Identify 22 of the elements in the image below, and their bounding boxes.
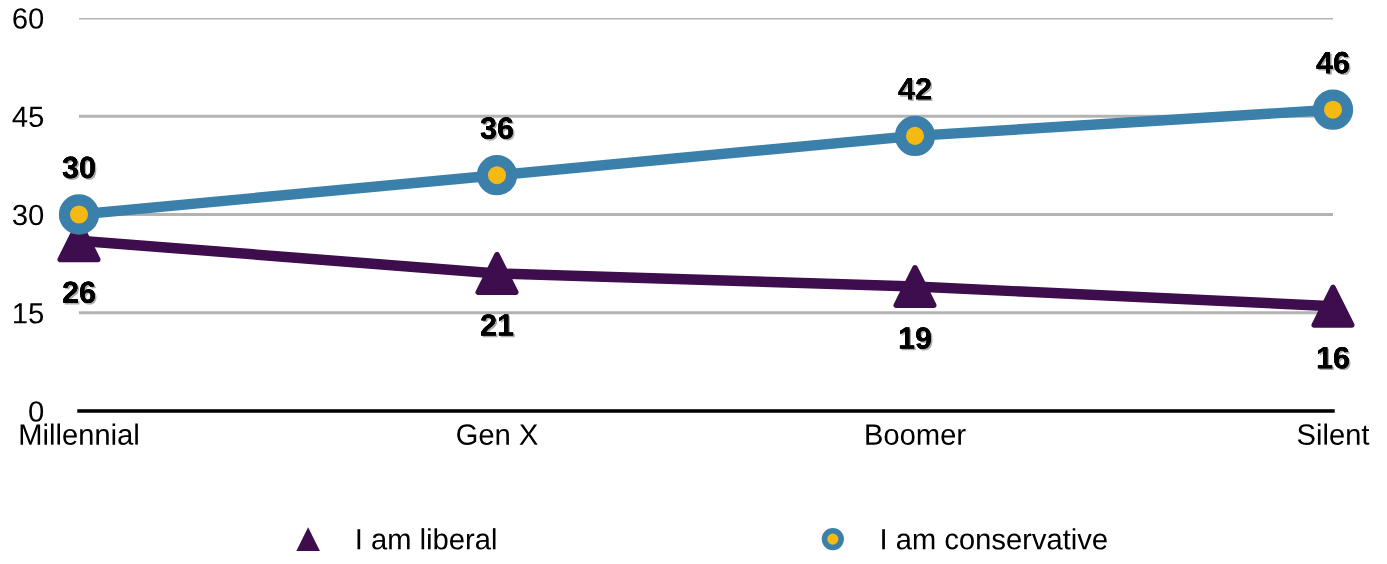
data-label: 30	[62, 156, 97, 180]
y-tick-label: 45	[12, 106, 44, 128]
point	[475, 251, 519, 295]
point	[893, 265, 937, 309]
legend-label: I am liberal	[357, 528, 496, 550]
data-label: 21	[481, 314, 515, 338]
data-label: 19	[899, 327, 933, 351]
x-tick-label: Gen X	[457, 424, 538, 445]
data-label: 36	[480, 117, 515, 141]
y-tick-label: 30	[12, 204, 44, 226]
data-label: 26	[63, 281, 97, 305]
point	[1311, 284, 1355, 328]
data-label: 46	[1316, 51, 1351, 76]
x-tick-label: Silent	[1297, 423, 1370, 445]
x-tick-label: Millennial	[20, 423, 138, 445]
data-label: 16	[1317, 346, 1351, 371]
y-tick-label: 60	[13, 8, 44, 29]
data-label: 42	[898, 78, 933, 102]
x-tick-label: Boomer	[866, 424, 966, 445]
legend-label: I am conservative	[882, 528, 1107, 550]
y-tick-label: 0	[29, 401, 44, 422]
y-tick-label: 15	[14, 303, 44, 324]
